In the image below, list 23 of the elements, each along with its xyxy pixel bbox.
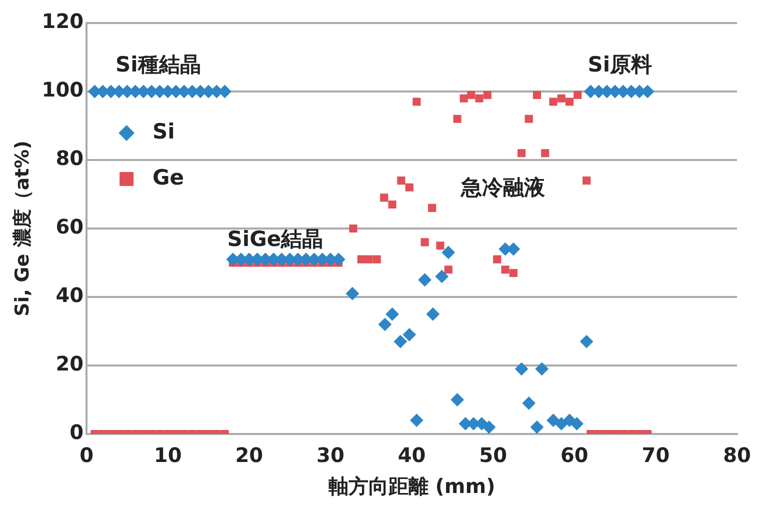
y-tick-label: 0 [70,420,84,444]
y-tick-label: 100 [42,78,84,102]
legend-label: Si [152,119,175,144]
x-tick-label: 50 [479,443,507,468]
x-tick-label: 30 [316,443,344,468]
y-tick-label: 40 [56,283,84,308]
x-tick-label: 20 [235,443,264,468]
annotation: Si原料 [588,52,652,76]
x-axis-title: 軸方向距離 (mm) [327,474,496,498]
y-tick-label: 120 [42,9,84,34]
x-tick-label: 70 [642,443,670,468]
legend-label: Ge [152,165,184,190]
y-tick-label: 20 [56,352,84,376]
y-tick-label: 80 [56,146,84,170]
annotation: Si種結晶 [115,52,201,76]
x-tick-label: 80 [723,443,751,468]
x-tick-label: 10 [154,443,182,468]
x-tick-label: 40 [398,443,426,468]
annotation: SiGe結晶 [227,227,324,252]
y-tick-label: 60 [56,214,84,239]
annotation: 急冷融液 [460,176,546,200]
x-tick-label: 60 [560,443,588,468]
y-axis-title: Si, Ge 濃度（at%) [11,140,34,316]
